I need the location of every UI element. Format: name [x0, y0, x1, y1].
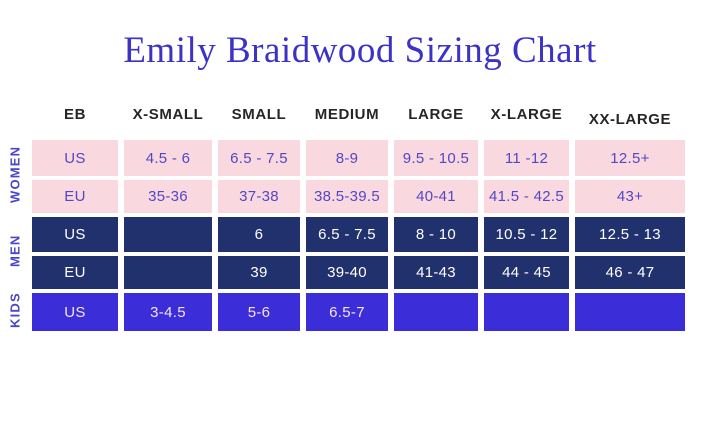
size-cell: 43+: [575, 180, 685, 214]
table-row-women-eu: EU 35-36 37-38 38.5-39.5 40-41 41.5 - 42…: [32, 180, 720, 214]
size-cell: 39-40: [306, 256, 388, 290]
size-cell: 39: [218, 256, 300, 290]
group-label-kids: KIDS: [7, 292, 23, 329]
size-cell: 10.5 - 12: [484, 217, 569, 253]
table-row-men-us: US 6 6.5 - 7.5 8 - 10 10.5 - 12 12.5 - 1…: [32, 217, 720, 253]
size-cell: 8-9: [306, 140, 388, 177]
group-label-women: WOMEN: [7, 146, 23, 204]
size-cell: 6: [218, 217, 300, 253]
size-cell-empty: [124, 256, 212, 290]
sizing-table: EB X-SMALL SMALL MEDIUM LARGE X-LARGE XX…: [8, 106, 720, 332]
size-cell-empty: [124, 217, 212, 253]
group-label-men: MEN: [7, 235, 23, 268]
column-header-x-large: X-LARGE: [490, 106, 563, 124]
table-row-kids-us: US 3-4.5 5-6 6.5-7: [32, 293, 720, 332]
column-header-row: EB X-SMALL SMALL MEDIUM LARGE X-LARGE XX…: [32, 106, 720, 128]
region-cell: EU: [32, 180, 118, 214]
size-cell: 4.5 - 6: [124, 140, 212, 177]
column-header-medium: MEDIUM: [314, 106, 380, 124]
size-cell: 40-41: [394, 180, 478, 214]
region-cell: US: [32, 293, 118, 332]
size-cell: 12.5 - 13: [575, 217, 685, 253]
size-cell: 44 - 45: [484, 256, 569, 290]
size-cell-empty: [484, 293, 569, 332]
column-header-large: LARGE: [408, 106, 464, 124]
size-cell: 46 - 47: [575, 256, 685, 290]
size-cell: 3-4.5: [124, 293, 212, 332]
column-header-small: SMALL: [231, 106, 287, 124]
size-cell: 12.5+: [575, 140, 685, 177]
size-cell: 9.5 - 10.5: [394, 140, 478, 177]
size-cell: 11 -12: [484, 140, 569, 177]
size-cell: 41-43: [394, 256, 478, 290]
page-title: Emily Braidwood Sizing Chart: [123, 30, 597, 71]
region-cell: US: [32, 140, 118, 177]
group-men: MEN US 6 6.5 - 7.5 8 - 10 10.5 - 12 12.5…: [8, 217, 720, 290]
size-cell-empty: [394, 293, 478, 332]
size-cell: 37-38: [218, 180, 300, 214]
table-row-men-eu: EU 39 39-40 41-43 44 - 45 46 - 47: [32, 256, 720, 290]
column-header-eb: EB: [63, 106, 87, 124]
size-cell: 6.5-7: [306, 293, 388, 332]
size-cell: 35-36: [124, 180, 212, 214]
column-header-xx-large: XX-LARGE: [588, 111, 672, 129]
size-cell: 41.5 - 42.5: [484, 180, 569, 214]
size-cell: 5-6: [218, 293, 300, 332]
table-row-women-us: US 4.5 - 6 6.5 - 7.5 8-9 9.5 - 10.5 11 -…: [32, 140, 720, 177]
size-cell: 8 - 10: [394, 217, 478, 253]
column-header-x-small: X-SMALL: [132, 106, 204, 124]
region-cell: EU: [32, 256, 118, 290]
size-cell: 6.5 - 7.5: [218, 140, 300, 177]
region-cell: US: [32, 217, 118, 253]
group-kids: KIDS US 3-4.5 5-6 6.5-7: [8, 292, 720, 332]
size-cell: 38.5-39.5: [306, 180, 388, 214]
group-women: WOMEN US 4.5 - 6 6.5 - 7.5 8-9 9.5 - 10.…: [8, 140, 720, 214]
size-cell: 6.5 - 7.5: [306, 217, 388, 253]
size-cell-empty: [575, 293, 685, 332]
